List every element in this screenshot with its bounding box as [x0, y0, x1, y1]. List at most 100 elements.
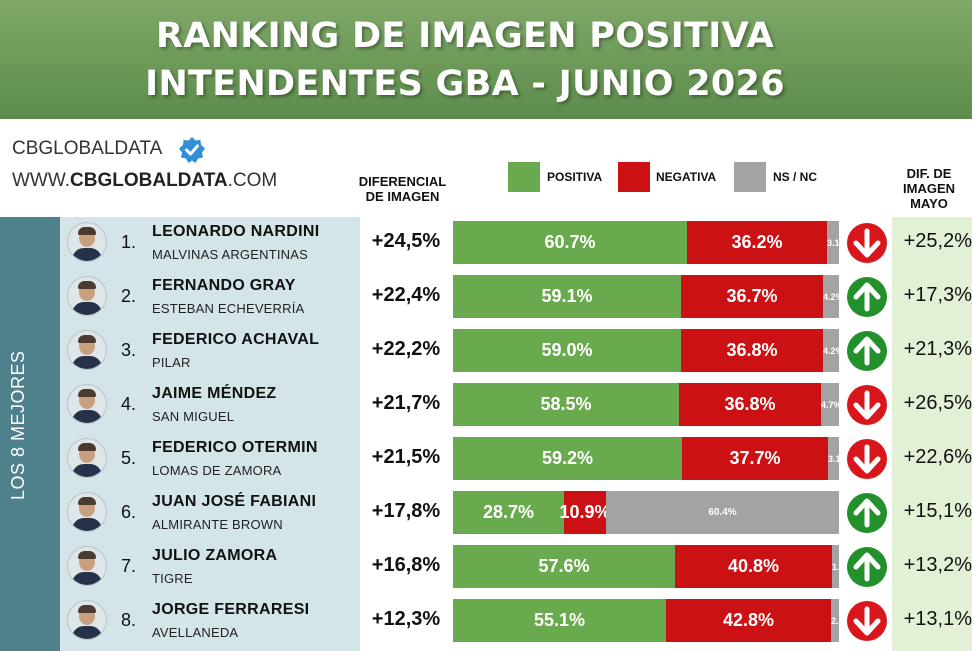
bar-segment-positive: 59.1% — [453, 275, 681, 318]
mayor-name: JUAN JOSÉ FABIANI — [152, 493, 317, 510]
bar-segment-nsnc: 4.2% — [823, 275, 844, 318]
stacked-bar: 57.6% 40.8% 1.6% — [453, 545, 853, 588]
municipality-name: PILAR — [152, 355, 191, 370]
table-row: 3. FEDERICO ACHAVAL PILAR +22,2% 59.0% 36.8% 4… — [0, 325, 972, 379]
bar-segment-nsnc: 4.7% — [821, 383, 842, 426]
group-sidebar — [0, 217, 60, 651]
table-row: 5. FEDERICO OTERMIN LOMAS DE ZAMORA +21,5% 5… — [0, 433, 972, 487]
stacked-bar: 55.1% 42.8% 2.1% — [453, 599, 852, 642]
stacked-bar: 58.5% 36.8% 4.7% — [453, 383, 842, 426]
diff-panel — [360, 217, 452, 651]
arrow-down-icon — [847, 439, 887, 479]
rank-number: 6. — [121, 502, 137, 522]
bar-segment-nsnc: 3.1% — [827, 221, 848, 264]
page-title: RANKING DE IMAGEN POSITIVA — [155, 16, 774, 56]
avatar — [67, 384, 107, 424]
image-differential: +21,5% — [371, 446, 441, 468]
mayor-name: JULIO ZAMORA — [152, 547, 278, 564]
may-differential: +25,2% — [903, 230, 972, 252]
image-differential: +12,3% — [371, 608, 441, 630]
legend-label-negative: NEGATIVA — [656, 170, 717, 184]
bar-segment-negative: 36.2% — [687, 221, 827, 264]
legend-label-nsnc: NS / NC — [773, 170, 818, 184]
rank-number: 4. — [121, 394, 137, 414]
image-differential: +16,8% — [371, 554, 441, 576]
mayor-name: FEDERICO OTERMIN — [152, 439, 318, 456]
avatar — [67, 546, 107, 586]
avatar — [67, 438, 107, 478]
avatar — [67, 492, 107, 532]
legend-label-positive: POSITIVA — [547, 170, 603, 184]
municipality-name: ESTEBAN ECHEVERRÍA — [152, 301, 305, 316]
table-row: 1. LEONARDO NARDINI MALVINAS ARGENTINAS +24… — [0, 217, 972, 271]
bar-segment-positive: 57.6% — [453, 545, 675, 588]
bar-segment-positive: 59.2% — [453, 437, 682, 480]
image-differential: +22,4% — [371, 284, 441, 306]
table-row: 2. FERNANDO GRAY ESTEBAN ECHEVERRÍA +22,4% 5… — [0, 271, 972, 325]
arrow-down-icon — [847, 385, 887, 425]
legend-swatch-negative — [618, 162, 650, 192]
bar-segment-negative: 40.8% — [675, 545, 832, 588]
rank-number: 8. — [121, 610, 137, 630]
table-row: 7. JULIO ZAMORA TIGRE +16,8% 57.6% 40.8% 1.6% +… — [0, 541, 972, 595]
may-column-header: DIF. DE IMAGEN MAYO — [903, 166, 955, 211]
municipality-name: TIGRE — [152, 571, 193, 586]
website-url[interactable]: WWW.CBGLOBALDATA.COM — [12, 170, 278, 191]
may-differential: +22,6% — [903, 446, 972, 468]
image-differential: +24,5% — [371, 230, 441, 252]
image-differential: +22,2% — [371, 338, 441, 360]
bar-segment-positive: 59.0% — [453, 329, 681, 372]
name-panel — [60, 217, 360, 651]
legend-swatch-nsnc — [734, 162, 766, 192]
bar-segment-nsnc: 2.1% — [831, 599, 852, 642]
stacked-bar: 59.0% 36.8% 4.2% — [453, 329, 844, 372]
bar-segment-nsnc: 1.6% — [832, 545, 853, 588]
rank-number: 1. — [121, 232, 137, 252]
avatar — [67, 276, 107, 316]
mayor-name: JAIME MÉNDEZ — [152, 385, 277, 402]
diff-column-header: DIFERENCIAL DE IMAGEN — [358, 174, 447, 204]
arrow-down-icon — [847, 223, 887, 263]
image-differential: +17,8% — [371, 500, 441, 522]
rank-number: 3. — [121, 340, 137, 360]
municipality-name: ALMIRANTE BROWN — [152, 517, 283, 532]
table-row: 8. JORGE FERRARESI AVELLANEDA +12,3% 55.1% 42… — [0, 595, 972, 649]
page-subtitle: INTENDENTES GBA - JUNIO 2026 — [145, 64, 785, 104]
rank-number: 2. — [121, 286, 137, 306]
bar-segment-negative: 42.8% — [666, 599, 831, 642]
bar-segment-nsnc: 4.2% — [823, 329, 844, 372]
arrow-up-icon — [847, 277, 887, 317]
bar-segment-negative: 10.9% — [559, 491, 611, 534]
bar-segment-nsnc: 60.4% — [606, 491, 839, 534]
may-differential: +21,3% — [903, 338, 972, 360]
may-differential: +15,1% — [903, 500, 972, 522]
rank-number: 7. — [121, 556, 137, 576]
arrow-up-icon — [847, 493, 887, 533]
rank-number: 5. — [121, 448, 137, 468]
bar-segment-positive: 28.7% — [453, 491, 564, 534]
mayor-name: JORGE FERRARESI — [152, 601, 310, 618]
bar-segment-negative: 36.7% — [681, 275, 823, 318]
bar-segment-negative: 36.8% — [681, 329, 823, 372]
bar-segment-nsnc: 3.1% — [828, 437, 849, 480]
stacked-bar: 59.1% 36.7% 4.2% — [453, 275, 844, 318]
bar-segment-positive: 60.7% — [453, 221, 687, 264]
arrow-up-icon — [847, 547, 887, 587]
verified-badge-icon — [179, 137, 205, 163]
avatar — [67, 330, 107, 370]
municipality-name: MALVINAS ARGENTINAS — [152, 247, 308, 262]
brand-name: CBGLOBALDATA — [12, 138, 163, 159]
bar-segment-negative: 37.7% — [682, 437, 828, 480]
stacked-bar: 60.7% 36.2% 3.1% — [453, 221, 848, 264]
arrow-down-icon — [847, 601, 887, 641]
may-differential: +26,5% — [903, 392, 972, 414]
mayor-name: FERNANDO GRAY — [152, 277, 296, 294]
mayor-name: FEDERICO ACHAVAL — [152, 331, 320, 348]
municipality-name: LOMAS DE ZAMORA — [152, 463, 282, 478]
table-row: 6. JUAN JOSÉ FABIANI ALMIRANTE BROWN +17,8%… — [0, 487, 972, 541]
legend-swatch-positive — [508, 162, 540, 192]
bar-segment-positive: 55.1% — [453, 599, 666, 642]
bar-segment-positive: 58.5% — [453, 383, 679, 426]
may-panel — [892, 217, 972, 651]
stacked-bar: 59.2% 37.7% 3.1% — [453, 437, 849, 480]
